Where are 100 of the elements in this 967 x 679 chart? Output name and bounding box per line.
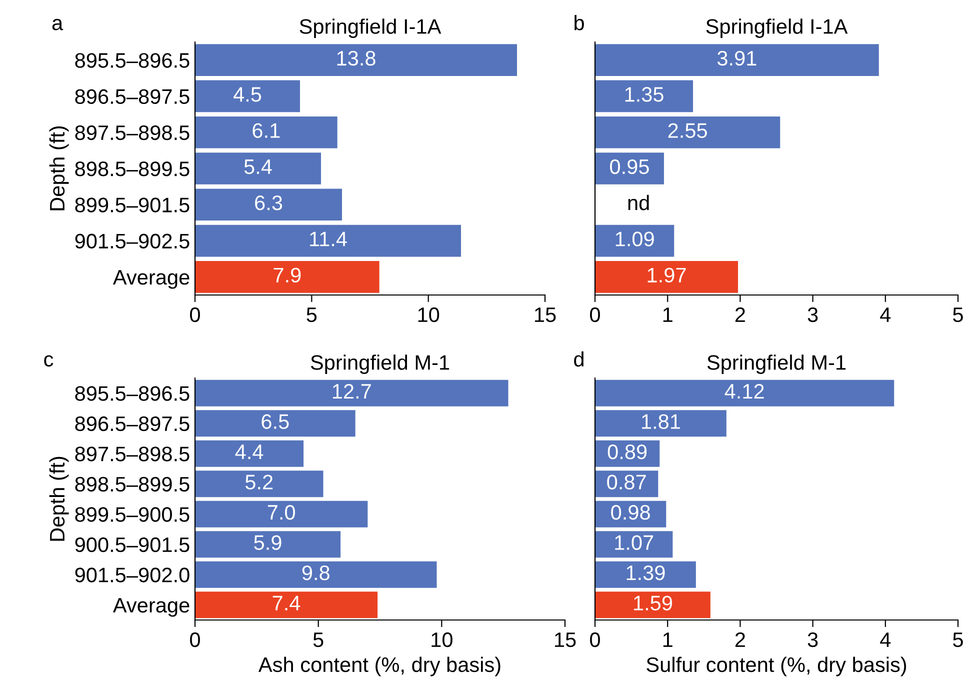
x-tick-label: 4 [880, 632, 891, 647]
bar [595, 531, 673, 558]
bar [195, 470, 324, 498]
data-label: 6.3 [255, 195, 282, 210]
y-tick-label: 901.5–902.0 [75, 568, 190, 582]
x-tick-label: 5 [953, 632, 963, 648]
text: nd [628, 194, 649, 210]
data-label: 1.07 [615, 535, 654, 550]
data-label: 1.81 [642, 414, 680, 429]
x-tick-label: 0 [590, 632, 600, 648]
data-label: 9.8 [302, 565, 330, 580]
y-tick-label: 896.5–897.5 [75, 89, 190, 104]
data-label: 11.4 [310, 232, 347, 246]
data-label: 6.5 [262, 414, 289, 429]
bar [195, 80, 300, 112]
bar [595, 561, 696, 588]
data-label: 0.89 [608, 444, 647, 460]
bar [595, 380, 894, 406]
data-label: 0.87 [607, 474, 646, 490]
text: a [52, 18, 64, 30]
data-label: 1.97 [648, 268, 686, 283]
y-tick-label: 899.5–900.5 [75, 507, 190, 522]
bar [195, 152, 321, 184]
bar [595, 224, 674, 257]
y-tick-label: Average [112, 598, 190, 617]
x-tick-label: 10 [418, 307, 440, 322]
x-tick-label: 0 [190, 632, 200, 648]
data-label: 5.2 [245, 474, 273, 490]
y-tick-label: Average [112, 270, 190, 289]
x-tick-label: 0 [190, 307, 200, 322]
bar [195, 531, 341, 558]
y-axis-title: Depth (ft) [49, 126, 69, 210]
chart-title: Springfield I-1A [300, 18, 442, 38]
chart-title: Springfield M-1 [707, 354, 846, 374]
data-label: 4.12 [724, 384, 764, 399]
bar [195, 561, 437, 588]
text: d [574, 351, 584, 367]
y-tick-label: 896.5–897.5 [75, 416, 190, 432]
data-label: 7.9 [274, 268, 301, 283]
x-tick-label: 1 [663, 632, 672, 647]
data-label: 1.59 [634, 596, 672, 610]
x-axis-title: Ash content (%, dry basis) [258, 656, 500, 676]
bar [195, 116, 338, 148]
x-tick-label: 2 [735, 632, 745, 647]
data-label: 12.7 [332, 384, 371, 399]
y-tick-label: 900.5–901.5 [75, 537, 190, 552]
x-tick-label: 4 [880, 308, 891, 322]
chart-title: Springfield I-1A [706, 18, 848, 38]
x-tick-label: 15 [555, 632, 576, 648]
x-tick-label: 2 [735, 307, 745, 322]
data-label: 0.98 [611, 504, 650, 520]
data-label: 4.4 [235, 444, 264, 460]
bar [595, 261, 738, 293]
y-tick-label: 898.5–899.5 [75, 476, 190, 492]
chart-title: Springfield M-1 [310, 354, 450, 374]
data-label: 5.9 [254, 535, 282, 550]
x-tick-label: 0 [590, 307, 600, 322]
data-label: 13.8 [337, 50, 376, 66]
y-tick-label: 899.5–901.5 [75, 198, 190, 212]
x-tick-label: 3 [808, 632, 818, 648]
bar [595, 44, 879, 76]
x-tick-label: 5 [306, 308, 317, 322]
y-tick-label: 897.5–898.5 [75, 446, 190, 462]
x-tick-label: 10 [432, 632, 452, 648]
data-label: 7.0 [268, 504, 295, 520]
x-tick-label: 5 [313, 632, 324, 648]
bar [195, 500, 368, 528]
data-label: 5.4 [244, 160, 272, 174]
data-label: 4.5 [234, 87, 262, 102]
data-label: 2.55 [668, 123, 707, 138]
y-tick-label: 897.5–898.5 [75, 125, 190, 140]
x-tick-label: 5 [953, 308, 963, 322]
bar [195, 410, 356, 437]
data-label: 1.35 [625, 87, 664, 102]
bar [195, 440, 304, 467]
bar [195, 224, 461, 257]
bar [595, 116, 780, 148]
bar [195, 44, 517, 76]
text: b [574, 14, 584, 30]
bar [195, 261, 380, 293]
data-label: 7.4 [272, 596, 300, 610]
y-tick-label: 895.5–896.5 [75, 386, 190, 401]
y-tick-label: 901.5–902.5 [75, 234, 190, 249]
bar [595, 410, 726, 437]
bar [195, 380, 508, 406]
x-tick-label: 1 [663, 308, 672, 322]
data-label: 1.09 [616, 232, 654, 246]
bar [195, 592, 378, 618]
y-axis-title: Depth (ft) [49, 456, 69, 541]
data-label: 3.91 [717, 50, 756, 66]
data-label: 6.1 [252, 123, 280, 138]
bar [595, 152, 664, 184]
bar [595, 592, 710, 618]
text: c [44, 355, 54, 367]
y-tick-label: 895.5–896.5 [75, 53, 190, 68]
x-axis-title: Sulfur content (%, dry basis) [646, 656, 906, 676]
x-tick-label: 3 [808, 307, 818, 322]
bar [195, 188, 342, 221]
data-label: 0.95 [610, 159, 649, 174]
data-label: 1.39 [626, 565, 665, 580]
